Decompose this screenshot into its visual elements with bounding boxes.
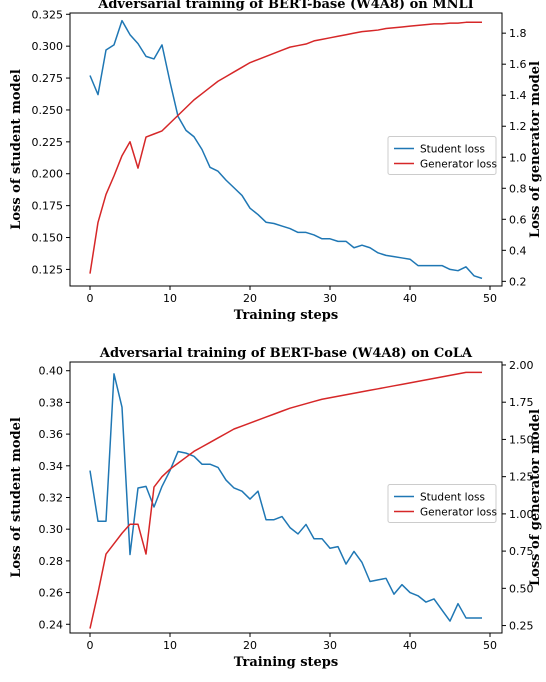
x-tick-label: 40 — [403, 639, 417, 652]
chart-panel-0: Adversarial training of BERT-base (W4A8)… — [9, 0, 543, 323]
y-left-tick-label: 0.28 — [39, 555, 64, 568]
x-tick-label: 50 — [483, 639, 497, 652]
y-right-axis-label: Loss of generator model — [528, 409, 543, 586]
series-line-generator-loss — [89, 371, 482, 629]
y-left-tick-label: 0.30 — [39, 523, 64, 536]
y-right-tick-label: 1.75 — [509, 396, 534, 409]
y-right-tick-label: 1.25 — [509, 471, 534, 484]
y-right-tick-label: 1.50 — [509, 433, 534, 446]
y-right-tick-label: 1.4 — [509, 89, 527, 102]
y-right-tick-label: 0.25 — [509, 620, 534, 633]
y-right-tick-label: 2.00 — [509, 359, 534, 372]
y-left-tick-label: 0.300 — [32, 40, 64, 53]
y-left-tick-label: 0.38 — [39, 396, 64, 409]
x-tick-label: 20 — [243, 639, 257, 652]
y-right-tick-label: 1.00 — [509, 508, 534, 521]
plot-frame — [69, 12, 503, 287]
y-right-tick-label: 0.75 — [509, 545, 534, 558]
chart-title: Adversarial training of BERT-base (W4A8)… — [97, 0, 474, 12]
y-right-tick-label: 0.6 — [509, 213, 527, 226]
y-right-tick-label: 1.0 — [509, 151, 527, 164]
y-left-tick-label: 0.36 — [39, 428, 64, 441]
x-tick-label: 10 — [163, 639, 177, 652]
y-left-tick-label: 0.150 — [32, 232, 64, 245]
x-axis-label: Training steps — [234, 655, 338, 670]
y-left-tick-label: 0.225 — [32, 136, 64, 149]
chart-panel-1: Adversarial training of BERT-base (W4A8)… — [9, 346, 543, 670]
y-right-tick-label: 0.8 — [509, 182, 527, 195]
y-left-tick-label: 0.24 — [39, 618, 64, 631]
y-left-axis-label: Loss of student model — [9, 417, 24, 578]
y-right-axis-label: Loss of generator model — [528, 61, 543, 238]
y-left-tick-label: 0.175 — [32, 200, 64, 213]
chart-title: Adversarial training of BERT-base (W4A8)… — [99, 346, 473, 361]
series-line-generator-loss — [89, 21, 482, 274]
legend-box — [387, 136, 497, 175]
legend-entry: Student loss — [420, 492, 485, 504]
series-line-student-loss — [89, 19, 483, 280]
legend-entry: Student loss — [420, 144, 485, 156]
x-tick-label: 20 — [243, 292, 257, 305]
y-left-tick-label: 0.40 — [39, 365, 64, 378]
y-right-tick-label: 0.2 — [509, 275, 527, 288]
y-left-tick-label: 0.26 — [39, 587, 64, 600]
y-left-tick-label: 0.125 — [32, 263, 64, 276]
y-left-tick-label: 0.200 — [32, 168, 64, 181]
x-tick-label: 10 — [163, 292, 177, 305]
x-tick-label: 0 — [87, 639, 94, 652]
y-right-tick-label: 0.4 — [509, 244, 527, 257]
series-line-student-loss — [89, 373, 482, 622]
legend-entry: Generator loss — [420, 507, 497, 519]
x-tick-label: 30 — [323, 292, 337, 305]
legend: Student loss Generator loss — [387, 136, 497, 175]
legend-box — [387, 484, 497, 523]
legend-entry: Generator loss — [420, 159, 497, 171]
x-tick-label: 50 — [483, 292, 497, 305]
x-tick-label: 40 — [403, 292, 417, 305]
y-left-axis-label: Loss of student model — [9, 69, 24, 230]
x-tick-label: 0 — [87, 292, 94, 305]
y-right-tick-label: 0.50 — [509, 582, 534, 595]
y-left-tick-label: 0.32 — [39, 492, 64, 505]
y-left-tick-label: 0.325 — [32, 8, 64, 21]
y-right-tick-label: 1.8 — [509, 27, 527, 40]
x-axis-label: Training steps — [234, 308, 338, 323]
y-left-tick-label: 0.250 — [32, 104, 64, 117]
y-left-tick-label: 0.275 — [32, 72, 64, 85]
legend: Student loss Generator loss — [387, 484, 497, 523]
y-right-tick-label: 1.6 — [509, 58, 527, 71]
y-right-tick-label: 1.2 — [509, 120, 527, 133]
y-left-tick-label: 0.34 — [39, 460, 64, 473]
x-tick-label: 30 — [323, 639, 337, 652]
